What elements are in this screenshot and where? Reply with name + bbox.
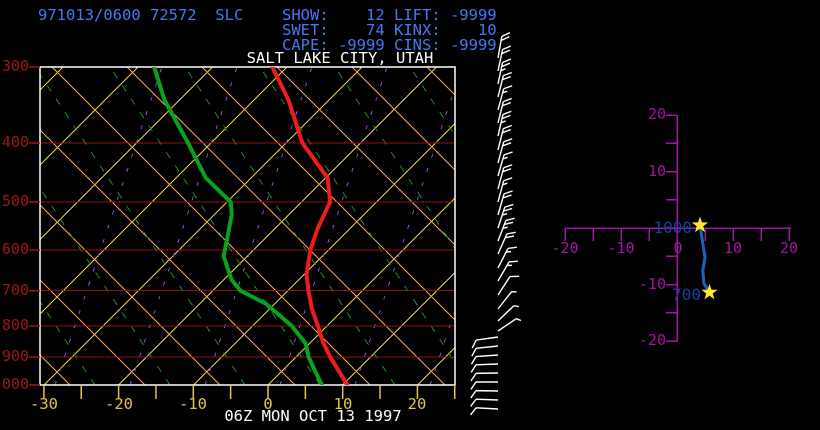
temperature-label: -10 bbox=[179, 395, 207, 413]
skewt-border bbox=[39, 66, 456, 386]
wind-barb bbox=[497, 217, 515, 242]
wind-barb bbox=[497, 290, 517, 310]
wind-barb bbox=[497, 318, 522, 332]
valid-time-label: 06Z MON OCT 13 1997 bbox=[224, 407, 402, 425]
wind-barb bbox=[470, 389, 499, 399]
stability-indices-line: SHOW: 12 LIFT: -9999 bbox=[282, 6, 497, 24]
level-star-marker bbox=[691, 216, 708, 233]
wind-barb bbox=[497, 151, 513, 177]
pressure-label-700: 700 bbox=[1, 281, 29, 299]
wind-barb bbox=[497, 231, 516, 255]
hodo-u-label: -10 bbox=[607, 239, 635, 257]
hodo-u-label: -20 bbox=[551, 239, 579, 257]
wind-barb bbox=[471, 345, 499, 357]
station-id-line: 971013/0600 72572 SLC bbox=[38, 6, 244, 24]
wind-barb bbox=[497, 138, 513, 164]
wind-barb bbox=[497, 246, 517, 269]
temperature-label: -20 bbox=[105, 395, 133, 413]
wind-barb bbox=[497, 31, 511, 59]
wind-barb bbox=[497, 97, 512, 124]
hodo-level-label-700: 700 bbox=[672, 285, 701, 304]
wind-barb bbox=[470, 398, 499, 407]
hodograph-axes bbox=[564, 114, 792, 343]
hodo-u-label: 0 bbox=[673, 239, 683, 257]
pressure-label-800: 800 bbox=[1, 316, 29, 334]
wind-barb bbox=[497, 305, 519, 322]
hodo-u-label: 20 bbox=[779, 239, 799, 257]
wind-barb bbox=[497, 85, 513, 111]
pressure-label-300: 300 bbox=[1, 57, 29, 75]
pressure-label-900: 900 bbox=[1, 347, 29, 365]
hodo-u-label: 10 bbox=[723, 239, 743, 257]
wind-barb bbox=[471, 336, 499, 349]
temperature-curve bbox=[270, 67, 350, 385]
wind-barb bbox=[497, 164, 513, 190]
station-title: SALT LAKE CITY, UTAH bbox=[246, 49, 434, 67]
pressure-label-500: 500 bbox=[1, 192, 29, 210]
stability-indices: SHOW: 12 LIFT: -9999 SWET: 74 KINX: 10 CAP… bbox=[282, 6, 497, 54]
hodo-v-label: -20 bbox=[638, 331, 666, 349]
wind-barb bbox=[497, 275, 519, 296]
wind-barb bbox=[470, 354, 499, 365]
dewpoint-curve bbox=[152, 67, 324, 385]
temperature-label: 0 bbox=[263, 395, 273, 413]
stability-indices-line: SWET: 74 KINX: 10 bbox=[282, 21, 497, 39]
level-star-marker bbox=[701, 283, 718, 300]
hodograph-plot-area[interactable] bbox=[560, 110, 800, 345]
hodo-v-label: -10 bbox=[638, 275, 666, 293]
wind-barb bbox=[497, 203, 514, 229]
wind-barb bbox=[497, 71, 512, 98]
hodo-v-label: 10 bbox=[647, 162, 666, 180]
wind-barb bbox=[469, 407, 499, 416]
wind-barb bbox=[497, 190, 513, 216]
hodo-v-label: 20 bbox=[647, 105, 666, 123]
wind-barb bbox=[497, 45, 512, 72]
hodo-level-label-1000: 1000 bbox=[653, 218, 692, 237]
pressure-label-600: 600 bbox=[1, 240, 29, 258]
temperature-label: 10 bbox=[333, 395, 353, 413]
temperature-label: 20 bbox=[407, 395, 427, 413]
wind-barb bbox=[497, 110, 512, 137]
skewt-plot-area[interactable] bbox=[40, 67, 455, 385]
temperature-label: -30 bbox=[30, 395, 58, 413]
wind-barb bbox=[497, 124, 512, 151]
stability-indices-line: CAPE: -9999 CINS: -9999 bbox=[282, 36, 497, 54]
wind-barb-column bbox=[469, 31, 522, 416]
hodograph-trace bbox=[698, 224, 711, 294]
pressure-label-400: 400 bbox=[1, 133, 29, 151]
wind-barb bbox=[470, 372, 499, 382]
wind-barb bbox=[497, 177, 513, 203]
wind-barb bbox=[470, 363, 499, 373]
wind-barb bbox=[497, 260, 519, 282]
pressure-label-000: 000 bbox=[1, 375, 29, 393]
wind-barb bbox=[497, 58, 512, 85]
wind-barb bbox=[470, 381, 498, 390]
